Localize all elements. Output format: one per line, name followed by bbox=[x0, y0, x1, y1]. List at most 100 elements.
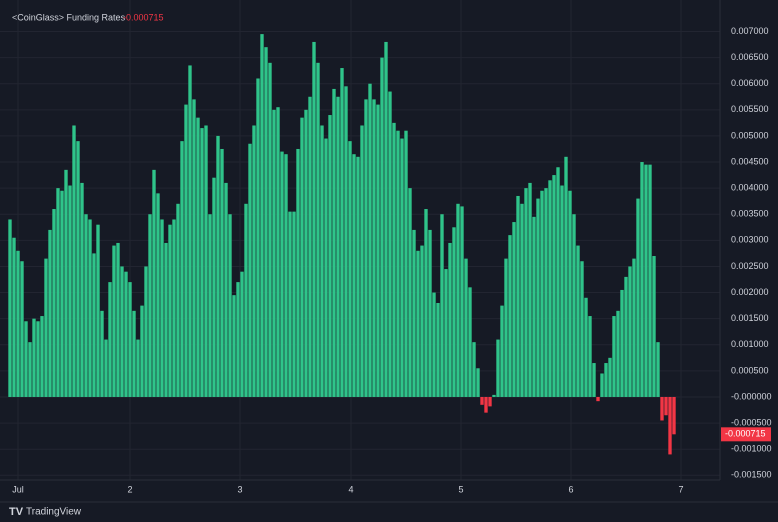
bar bbox=[668, 396, 672, 455]
footer-brand: TradingView bbox=[26, 507, 82, 518]
bar bbox=[168, 224, 172, 397]
bar bbox=[304, 109, 308, 397]
bar bbox=[500, 305, 504, 397]
bar bbox=[472, 342, 476, 397]
bar bbox=[616, 310, 620, 397]
last-value-label: -0.000715 bbox=[725, 429, 766, 439]
bar bbox=[24, 321, 28, 397]
bar bbox=[404, 130, 408, 397]
bar bbox=[492, 394, 496, 397]
bar bbox=[424, 209, 428, 397]
bar bbox=[192, 99, 196, 397]
bar bbox=[592, 363, 596, 397]
bar bbox=[444, 269, 448, 397]
bar bbox=[544, 188, 548, 397]
bar bbox=[128, 282, 132, 397]
bar bbox=[376, 104, 380, 397]
bar bbox=[212, 177, 216, 397]
bar bbox=[144, 266, 148, 397]
bar bbox=[356, 156, 360, 397]
bar bbox=[132, 310, 136, 397]
bar bbox=[568, 190, 572, 397]
bar bbox=[628, 266, 632, 397]
bar bbox=[320, 125, 324, 397]
bar bbox=[68, 185, 72, 397]
bar bbox=[504, 258, 508, 397]
bar bbox=[96, 224, 100, 397]
y-tick-label: -0.001000 bbox=[731, 444, 772, 454]
bar bbox=[156, 193, 160, 397]
chart-title: <CoinGlass> Funding Rates bbox=[12, 12, 126, 22]
bar bbox=[268, 62, 272, 397]
bar bbox=[608, 357, 612, 397]
bar bbox=[276, 107, 280, 397]
y-tick-label: 0.001500 bbox=[731, 313, 769, 323]
bar bbox=[496, 339, 500, 397]
bar bbox=[60, 190, 64, 397]
bar bbox=[488, 396, 492, 407]
x-tick-label: 6 bbox=[568, 484, 573, 494]
labels: 0.007000 0.006500 0.006000 0.005500 0.005000… bbox=[12, 26, 771, 495]
y-tick-label: 0.003000 bbox=[731, 235, 769, 245]
bar bbox=[48, 229, 52, 397]
bar bbox=[408, 188, 412, 397]
y-tick-label: 0.007000 bbox=[731, 26, 769, 36]
x-tick-label: 3 bbox=[237, 484, 242, 494]
y-tick-label: 0.002500 bbox=[731, 261, 769, 271]
bar bbox=[560, 185, 564, 397]
bar bbox=[360, 125, 364, 397]
bar bbox=[348, 141, 352, 397]
bar bbox=[28, 342, 32, 397]
bar bbox=[92, 253, 96, 397]
bar bbox=[644, 164, 648, 397]
bar bbox=[448, 242, 452, 397]
y-tick-label: 0.002000 bbox=[731, 287, 769, 297]
bar bbox=[232, 295, 236, 397]
bar bbox=[392, 122, 396, 397]
x-tick-label: 4 bbox=[348, 484, 353, 494]
y-tick-label: 0.006000 bbox=[731, 78, 769, 88]
bar bbox=[452, 227, 456, 397]
bar bbox=[172, 219, 176, 397]
bar bbox=[520, 203, 524, 397]
bar bbox=[64, 169, 68, 397]
bar bbox=[8, 219, 12, 397]
bar bbox=[272, 109, 276, 397]
bar bbox=[552, 175, 556, 397]
bar bbox=[288, 211, 292, 397]
bar bbox=[480, 396, 484, 405]
bar bbox=[528, 182, 532, 397]
bar bbox=[300, 117, 304, 397]
y-tick-label: 0.000500 bbox=[731, 365, 769, 375]
bar bbox=[540, 190, 544, 397]
bar bbox=[516, 195, 520, 397]
x-tick-label: 5 bbox=[458, 484, 463, 494]
bar bbox=[124, 271, 128, 397]
bar bbox=[160, 219, 164, 397]
bar bbox=[532, 216, 536, 397]
bars bbox=[8, 34, 676, 455]
bar bbox=[164, 242, 168, 397]
bar bbox=[556, 167, 560, 397]
bar bbox=[20, 261, 24, 397]
bar bbox=[332, 88, 336, 397]
bar bbox=[388, 91, 392, 397]
bar bbox=[16, 250, 20, 397]
bar bbox=[468, 287, 472, 397]
bar bbox=[368, 83, 372, 397]
bar bbox=[524, 188, 528, 397]
bar bbox=[640, 162, 644, 397]
bar bbox=[420, 245, 424, 397]
bar bbox=[292, 211, 296, 397]
bar bbox=[280, 151, 284, 397]
bar bbox=[88, 219, 92, 397]
bar bbox=[296, 148, 300, 397]
bar bbox=[228, 214, 232, 397]
bar bbox=[416, 250, 420, 397]
bar bbox=[412, 229, 416, 397]
x-tick-label: 7 bbox=[678, 484, 683, 494]
bar bbox=[336, 96, 340, 397]
bar bbox=[36, 321, 40, 397]
bar bbox=[56, 188, 60, 397]
